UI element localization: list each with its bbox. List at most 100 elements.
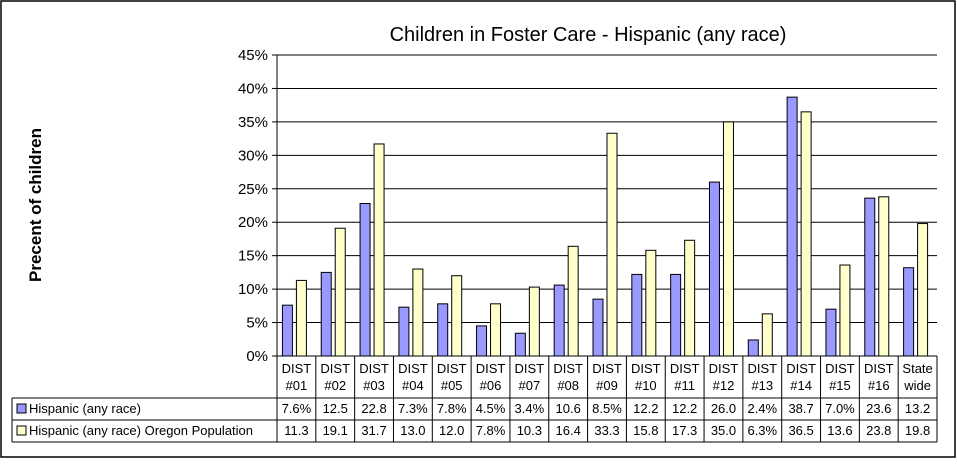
y-tick-label: 0% bbox=[246, 348, 268, 365]
y-tick-label: 40% bbox=[238, 80, 268, 97]
bar bbox=[281, 304, 293, 357]
data-label: 17.3 bbox=[672, 423, 697, 438]
data-label: 6.3% bbox=[747, 423, 777, 438]
bar bbox=[528, 286, 540, 357]
data-label: 23.6 bbox=[866, 401, 891, 416]
y-tick-label: 30% bbox=[238, 147, 268, 164]
bar bbox=[747, 339, 759, 357]
data-label: 7.8% bbox=[476, 423, 506, 438]
x-tick-label: #02 bbox=[324, 378, 346, 393]
bar bbox=[412, 268, 424, 357]
bar bbox=[631, 273, 643, 357]
data-label: 12.0 bbox=[439, 423, 464, 438]
data-label: 16.4 bbox=[556, 423, 581, 438]
bar bbox=[476, 325, 488, 357]
data-table: DIST #01 DIST #02 DIST #03 DIST #04 DIST #05 DIST #… bbox=[11, 356, 938, 443]
x-tick-label: #09 bbox=[596, 378, 618, 393]
bar bbox=[398, 306, 410, 357]
y-tick-label: 15% bbox=[238, 248, 268, 265]
x-tick-label: #16 bbox=[868, 378, 890, 393]
bar bbox=[722, 121, 734, 357]
x-tick-label: DIST bbox=[282, 361, 312, 376]
x-tick-label: #10 bbox=[635, 378, 657, 393]
axes: 0% 5% 10% 15% 20% 25% 30% 35% 40% 45% bbox=[238, 47, 937, 365]
bar bbox=[490, 303, 502, 357]
data-label: 22.8 bbox=[361, 401, 386, 416]
data-label: 12.5 bbox=[323, 401, 348, 416]
bar bbox=[708, 181, 720, 357]
legend-swatch bbox=[16, 425, 27, 436]
x-tick-label: DIST bbox=[631, 361, 661, 376]
bar bbox=[451, 275, 463, 357]
data-label: 31.7 bbox=[361, 423, 386, 438]
bar bbox=[359, 202, 371, 357]
bar bbox=[903, 267, 915, 357]
bar bbox=[786, 96, 798, 357]
x-tick-label: #01 bbox=[286, 378, 308, 393]
bar bbox=[761, 313, 773, 357]
bar bbox=[295, 279, 307, 357]
bar bbox=[670, 273, 682, 357]
data-label: 2.4% bbox=[747, 401, 777, 416]
y-tick-label: 10% bbox=[238, 281, 268, 298]
data-label: 15.8 bbox=[633, 423, 658, 438]
x-tick-label: State bbox=[902, 361, 932, 376]
data-label: 4.5% bbox=[476, 401, 506, 416]
data-label: 26.0 bbox=[711, 401, 736, 416]
data-label: 38.7 bbox=[788, 401, 813, 416]
x-tick-label: #03 bbox=[363, 378, 385, 393]
legend-label: Hispanic (any race) bbox=[29, 401, 141, 416]
y-tick-label: 20% bbox=[238, 214, 268, 231]
data-label: 7.6% bbox=[282, 401, 312, 416]
bars bbox=[281, 96, 929, 357]
bar bbox=[645, 249, 657, 357]
x-tick-label: #08 bbox=[557, 378, 579, 393]
bar bbox=[320, 271, 332, 357]
x-tick-label: DIST bbox=[786, 361, 816, 376]
x-tick-label: #05 bbox=[441, 378, 463, 393]
x-tick-label: DIST bbox=[864, 361, 894, 376]
bar bbox=[514, 332, 526, 357]
data-label: 36.5 bbox=[788, 423, 813, 438]
data-label: 19.1 bbox=[323, 423, 348, 438]
x-tick-label: DIST bbox=[747, 361, 777, 376]
data-label: 7.8% bbox=[437, 401, 467, 416]
x-tick-label: DIST bbox=[398, 361, 428, 376]
y-tick-label: 25% bbox=[238, 181, 268, 198]
x-tick-label: DIST bbox=[515, 361, 545, 376]
y-axis-label: Precent of children bbox=[26, 128, 45, 282]
x-tick-label: #04 bbox=[402, 378, 424, 393]
data-label: 8.5% bbox=[592, 401, 622, 416]
legend-swatch bbox=[16, 403, 27, 414]
x-tick-label: DIST bbox=[553, 361, 583, 376]
data-label: 7.3% bbox=[398, 401, 428, 416]
bar bbox=[373, 143, 385, 357]
data-label: 12.2 bbox=[633, 401, 658, 416]
data-label: 11.3 bbox=[284, 423, 308, 438]
data-label: 10.6 bbox=[556, 401, 581, 416]
bar bbox=[553, 284, 565, 357]
legend-label: Hispanic (any race) Oregon Population bbox=[29, 423, 253, 438]
bar bbox=[567, 245, 579, 357]
x-tick-label: wide bbox=[903, 378, 931, 393]
bar bbox=[864, 197, 876, 357]
y-tick-label: 35% bbox=[238, 114, 268, 131]
data-label: 3.4% bbox=[515, 401, 545, 416]
data-label: 33.3 bbox=[594, 423, 619, 438]
x-tick-label: #11 bbox=[674, 378, 695, 393]
x-tick-label: DIST bbox=[320, 361, 350, 376]
x-tick-label: DIST bbox=[825, 361, 855, 376]
bar bbox=[334, 227, 346, 357]
x-tick-label: DIST bbox=[709, 361, 739, 376]
bar bbox=[606, 132, 618, 357]
data-label: 7.0% bbox=[825, 401, 855, 416]
data-label: 13.0 bbox=[400, 423, 425, 438]
x-tick-label: #13 bbox=[751, 378, 773, 393]
bar bbox=[437, 303, 449, 357]
x-tick-label: DIST bbox=[437, 361, 467, 376]
x-tick-label: DIST bbox=[476, 361, 506, 376]
x-tick-label: DIST bbox=[670, 361, 700, 376]
bar bbox=[800, 111, 812, 357]
data-label: 12.2 bbox=[672, 401, 697, 416]
